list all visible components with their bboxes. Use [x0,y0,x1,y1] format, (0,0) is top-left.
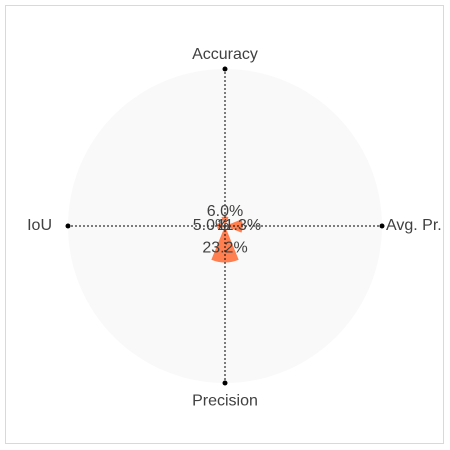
category-label-accuracy: Accuracy [192,46,258,63]
category-label-iou: IoU [27,217,52,234]
chart-frame [5,5,444,444]
axis-end-dot-accuracy [222,66,228,72]
axis-end-dot-iou [65,223,71,229]
value-label-precision: 23.2% [202,239,247,256]
axis-end-dot-avg-pr [379,223,385,229]
value-labels-group: 6.0%11.3% 23.2% 5.0% [193,203,261,256]
bar-iou [217,223,225,229]
value-label-avg-pr: 11.3% [217,217,261,234]
value-label-accuracy: 6.0% [207,203,243,220]
category-label-precision: Precision [192,392,258,409]
axis-end-dot-precision [222,380,228,386]
grid-group [65,66,385,386]
value-label-iou: 5.0% [193,217,229,234]
category-labels-group: Accuracy Avg. Pr. Precision IoU [27,46,442,409]
category-label-avg-pr: Avg. Pr. [386,217,442,234]
bar-precision [211,226,239,263]
